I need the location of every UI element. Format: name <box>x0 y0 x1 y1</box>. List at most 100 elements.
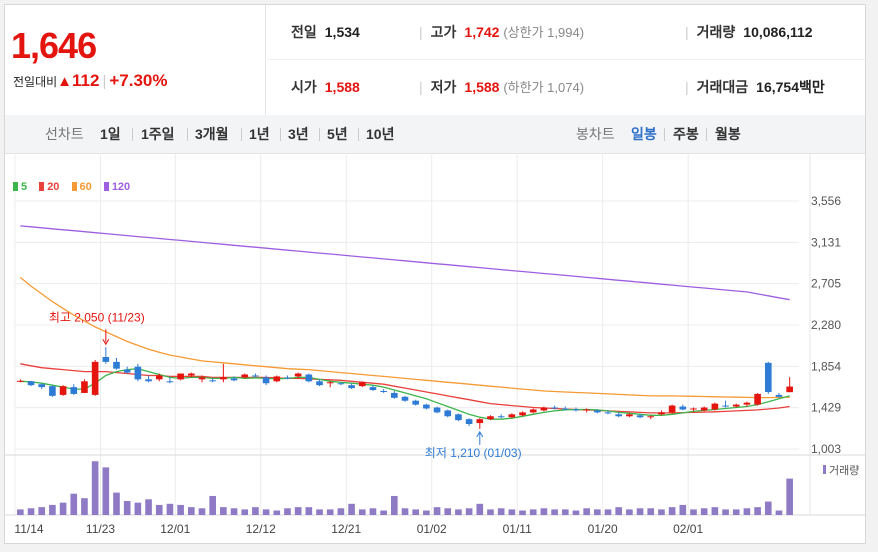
trade-amount: | 거래대금 16,754백만 <box>685 79 825 95</box>
tab-3-years[interactable]: 3년 <box>288 126 309 142</box>
candle-body <box>487 416 494 420</box>
volume-bar <box>91 461 99 515</box>
volume-bar <box>391 495 398 515</box>
tab-10-years[interactable]: 10년 <box>366 126 395 142</box>
candle-body <box>326 382 334 384</box>
candle-body <box>786 386 793 393</box>
candle-body <box>476 419 484 424</box>
volume-bar <box>561 509 569 515</box>
volume-bar <box>305 507 313 515</box>
candle-body <box>337 383 345 385</box>
x-tick-label: 01/02 <box>417 522 447 536</box>
candle-body <box>444 410 452 417</box>
volume-bar <box>668 507 676 515</box>
candle-body <box>91 361 99 395</box>
volume-bar <box>262 509 270 515</box>
volume: | 거래량 10,086,112 <box>685 24 813 40</box>
candle-body <box>27 381 35 386</box>
x-tick-label: 12/12 <box>246 522 276 536</box>
tab-1-day[interactable]: 1일 <box>100 126 121 142</box>
tab-daily[interactable]: 일봉 <box>631 126 657 142</box>
volume-bar <box>647 508 655 515</box>
volume-bar <box>177 504 184 515</box>
volume-bar <box>294 507 302 515</box>
candle-body <box>561 408 569 410</box>
volume-bar <box>252 507 259 515</box>
high-price: | 고가 1,742 (상한가 1,994) <box>419 24 585 40</box>
tab-5-years[interactable]: 5년 <box>327 126 348 142</box>
volume-bar <box>508 509 516 515</box>
volume-bar <box>551 509 558 515</box>
volume-bar <box>134 502 142 515</box>
candle-body <box>754 393 761 405</box>
candle-body <box>711 403 719 410</box>
tab-1-year[interactable]: 1년 <box>249 126 270 142</box>
candle-body <box>273 376 281 382</box>
y-tick-label: 1,429 <box>811 401 841 415</box>
volume-bar <box>401 508 409 515</box>
change-value: 112 <box>72 71 100 90</box>
volume-bar <box>209 495 216 515</box>
volume-bar <box>27 508 35 515</box>
volume-bar <box>732 509 740 515</box>
candle-body <box>668 405 676 413</box>
x-tick-label: 11/14 <box>14 522 43 536</box>
candle-body <box>690 408 697 410</box>
tab-3-months[interactable]: 3개월 <box>195 126 229 142</box>
volume-bar <box>284 508 291 515</box>
low-arrow-head <box>476 430 484 438</box>
ma120-line <box>20 225 790 301</box>
candle-body <box>123 369 131 373</box>
candle-body <box>187 373 195 376</box>
change-label: 전일대비 <box>13 75 58 89</box>
candle-body <box>679 406 687 410</box>
volume-bar <box>519 510 526 515</box>
x-tick-label: 02/01 <box>673 522 703 536</box>
candle-body <box>433 407 441 413</box>
candle-body <box>358 382 366 387</box>
candle-body <box>262 377 270 384</box>
candle-body <box>230 378 238 381</box>
volume-bar <box>604 509 612 515</box>
volume-bar <box>380 510 387 515</box>
candle-body <box>455 414 462 421</box>
volume-bar <box>764 501 772 515</box>
x-tick-label: 01/11 <box>503 522 532 536</box>
candle-body <box>305 374 313 382</box>
volume-bar <box>123 501 131 515</box>
tab-1-week[interactable]: 1주일 <box>141 126 175 142</box>
candle-body <box>17 380 24 382</box>
candle-body <box>508 414 516 418</box>
candle-body <box>658 412 665 415</box>
tab-monthly[interactable]: 월봉 <box>715 126 741 142</box>
volume-bar <box>412 509 419 515</box>
volume-bar <box>497 508 505 515</box>
volume-bar <box>700 508 708 515</box>
volume-bar <box>679 504 687 515</box>
info-row-1: 전일 1,534 | 고가 1,742 (상한가 1,994) | 거래량 10,086,… <box>267 5 865 60</box>
y-tick-label: 3,131 <box>811 235 841 249</box>
candle-body <box>401 396 409 401</box>
x-tick-label: 11/23 <box>86 522 115 536</box>
volume-bar <box>369 508 377 515</box>
x-tick-label: 01/20 <box>588 522 618 536</box>
candle-body <box>626 414 633 417</box>
candle-body <box>529 409 537 413</box>
candle-body <box>284 377 291 379</box>
candle-body <box>572 409 580 411</box>
price-chart: 3,556 3,131 2,705 2,280 1,854 1,429 1,003 11/14… <box>5 153 865 536</box>
volume-label: 거래량 <box>829 464 859 477</box>
candle-body <box>594 410 601 413</box>
volume-bar <box>145 499 152 515</box>
legend-ma5: 5 <box>13 181 27 193</box>
volume-bar <box>113 492 120 515</box>
quote-header: 1,646 전일대비▲112 | +7.30% 전일 1,534 | 고가 1,742 (… <box>5 5 865 116</box>
high-arrow-head <box>102 339 110 346</box>
tab-weekly[interactable]: 주봉 <box>673 126 699 142</box>
candle-body <box>647 416 655 418</box>
current-price: 1,646 <box>11 25 97 66</box>
volume-bar <box>583 508 590 515</box>
volume-bar <box>70 493 78 515</box>
volume-bar <box>348 503 355 515</box>
volume-bar <box>465 508 473 515</box>
